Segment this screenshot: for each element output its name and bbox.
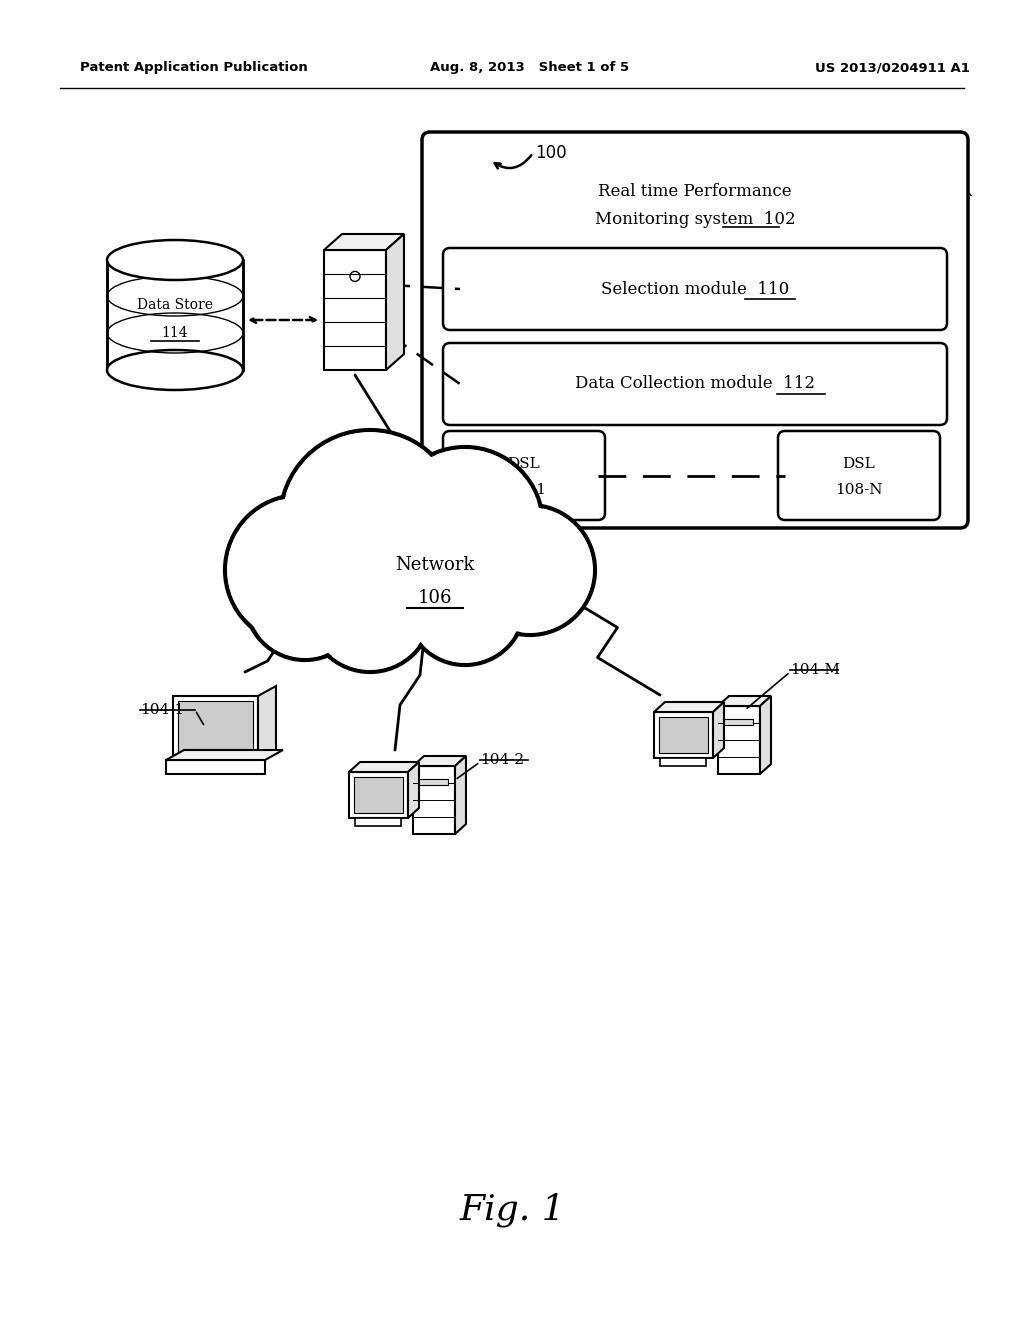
Circle shape xyxy=(390,450,540,601)
Circle shape xyxy=(311,550,429,669)
FancyBboxPatch shape xyxy=(106,260,243,370)
FancyBboxPatch shape xyxy=(660,758,706,766)
Text: Real time Performance: Real time Performance xyxy=(598,183,792,201)
Text: Data Store: Data Store xyxy=(137,298,213,312)
Text: DSL: DSL xyxy=(843,457,876,471)
FancyBboxPatch shape xyxy=(778,432,940,520)
Circle shape xyxy=(283,433,457,607)
FancyBboxPatch shape xyxy=(166,760,265,774)
Polygon shape xyxy=(166,750,283,760)
Text: 108-N: 108-N xyxy=(836,483,883,498)
Polygon shape xyxy=(413,756,466,766)
Text: Selection module  110: Selection module 110 xyxy=(601,281,790,297)
Polygon shape xyxy=(713,702,724,758)
FancyBboxPatch shape xyxy=(355,818,401,826)
Text: DSL: DSL xyxy=(508,457,541,471)
Circle shape xyxy=(225,495,375,645)
Circle shape xyxy=(387,447,543,603)
Text: 104-1: 104-1 xyxy=(140,704,184,717)
Text: Network: Network xyxy=(395,556,475,574)
FancyBboxPatch shape xyxy=(443,343,947,425)
Circle shape xyxy=(406,545,525,665)
FancyBboxPatch shape xyxy=(422,132,968,528)
FancyBboxPatch shape xyxy=(443,432,605,520)
Polygon shape xyxy=(408,762,419,818)
Circle shape xyxy=(468,508,592,632)
Circle shape xyxy=(408,548,522,663)
FancyBboxPatch shape xyxy=(659,717,708,752)
FancyBboxPatch shape xyxy=(654,711,713,758)
Polygon shape xyxy=(349,762,419,772)
Polygon shape xyxy=(324,234,404,249)
Ellipse shape xyxy=(106,240,243,280)
FancyBboxPatch shape xyxy=(419,779,449,785)
Circle shape xyxy=(228,498,372,642)
Text: 108-1: 108-1 xyxy=(502,483,546,498)
FancyBboxPatch shape xyxy=(173,696,258,760)
Ellipse shape xyxy=(106,350,243,389)
Text: `: ` xyxy=(966,193,975,211)
FancyBboxPatch shape xyxy=(724,719,753,725)
FancyBboxPatch shape xyxy=(324,249,386,370)
Text: 104-2: 104-2 xyxy=(480,752,524,767)
Text: Patent Application Publication: Patent Application Publication xyxy=(80,62,308,74)
Text: Data Collection module  112: Data Collection module 112 xyxy=(575,375,815,392)
Circle shape xyxy=(245,540,365,660)
Circle shape xyxy=(465,506,595,635)
FancyBboxPatch shape xyxy=(443,248,947,330)
Polygon shape xyxy=(760,696,771,774)
Circle shape xyxy=(308,548,432,672)
Polygon shape xyxy=(718,696,771,706)
FancyBboxPatch shape xyxy=(349,772,408,818)
FancyBboxPatch shape xyxy=(178,701,253,755)
Text: 106: 106 xyxy=(418,589,453,607)
Text: US 2013/0204911 A1: US 2013/0204911 A1 xyxy=(815,62,970,74)
Polygon shape xyxy=(455,756,466,834)
Circle shape xyxy=(280,430,460,610)
Text: Monitoring system  102: Monitoring system 102 xyxy=(595,211,796,228)
Circle shape xyxy=(248,543,362,657)
FancyBboxPatch shape xyxy=(718,706,760,774)
Text: 104-M: 104-M xyxy=(790,663,840,677)
Text: 100: 100 xyxy=(535,144,566,162)
Polygon shape xyxy=(258,686,276,760)
Text: Fig. 1: Fig. 1 xyxy=(459,1193,565,1228)
Text: 114: 114 xyxy=(162,326,188,341)
FancyBboxPatch shape xyxy=(354,777,403,813)
Text: Aug. 8, 2013   Sheet 1 of 5: Aug. 8, 2013 Sheet 1 of 5 xyxy=(430,62,629,74)
Polygon shape xyxy=(386,234,404,370)
Polygon shape xyxy=(654,702,724,711)
FancyBboxPatch shape xyxy=(413,766,455,834)
